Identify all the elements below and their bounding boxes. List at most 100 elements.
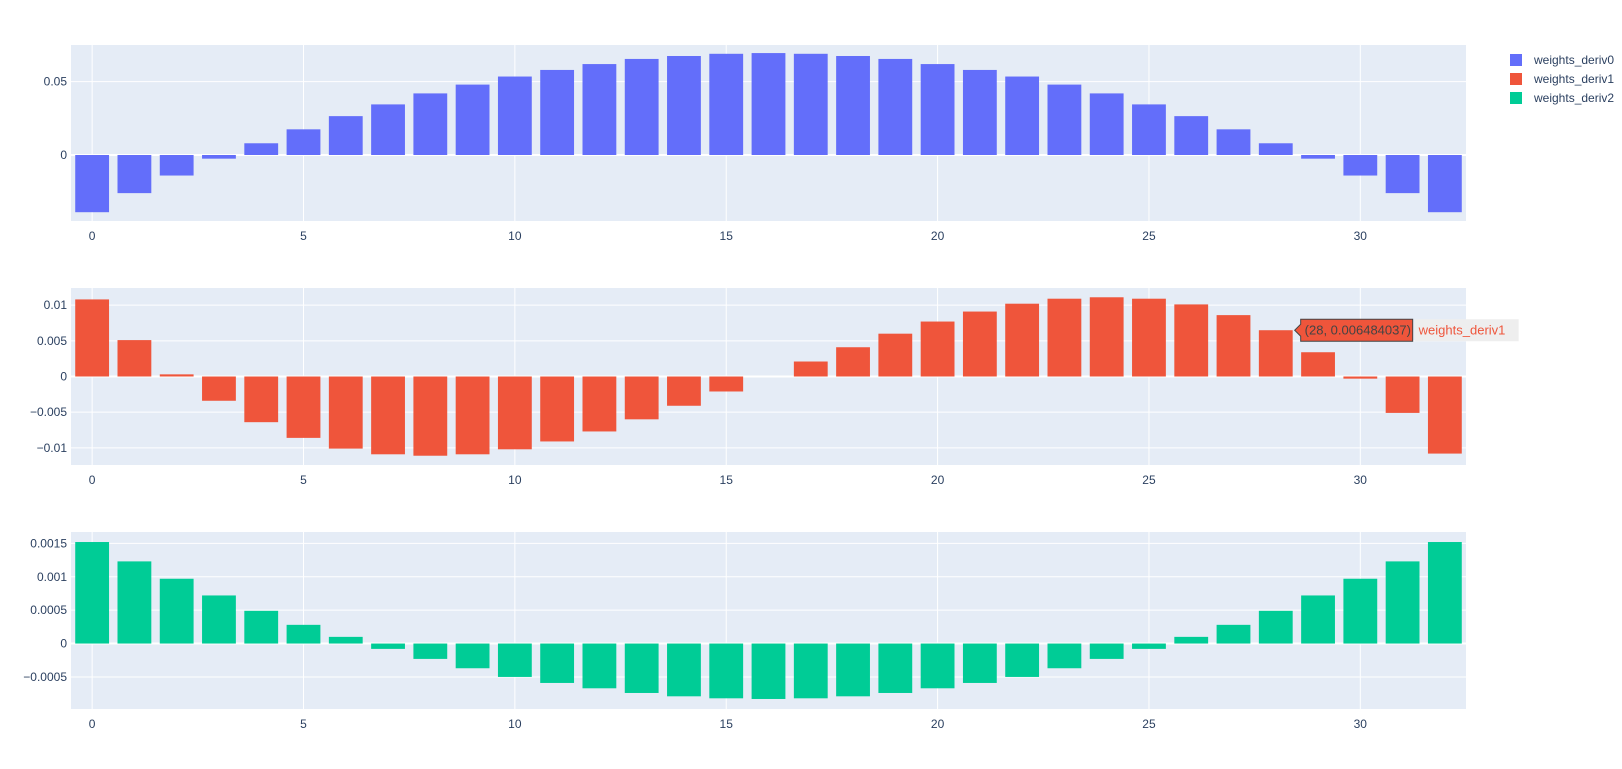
bar-weights_deriv0-8[interactable] [413,93,448,155]
bar-weights_deriv0-30[interactable] [1343,155,1378,176]
bar-weights_deriv1-14[interactable] [667,376,701,406]
legend-item-weights_deriv0[interactable]: weights_deriv0 [1510,53,1614,67]
bar-weights_deriv1-24[interactable] [1089,297,1124,377]
bar-weights_deriv2-32[interactable] [1427,542,1462,644]
bar-weights_deriv0-27[interactable] [1216,129,1251,155]
bar-weights_deriv0-22[interactable] [1005,76,1040,155]
bar-weights_deriv1-9[interactable] [455,376,490,455]
bar-weights_deriv1-21[interactable] [962,311,997,377]
bar-weights_deriv2-6[interactable] [328,636,363,644]
bar-weights_deriv0-1[interactable] [117,155,152,194]
bar-weights_deriv2-5[interactable] [286,624,321,644]
bar-weights_deriv2-7[interactable] [371,643,405,649]
bar-weights_deriv2-9[interactable] [455,643,490,669]
bar-weights_deriv0-24[interactable] [1089,93,1124,155]
bar-weights_deriv0-16[interactable] [751,53,786,155]
bar-weights_deriv0-32[interactable] [1427,155,1462,213]
bar-weights_deriv2-14[interactable] [667,643,701,697]
bar-weights_deriv1-1[interactable] [117,340,152,377]
bar-weights_deriv2-4[interactable] [244,610,279,644]
bar-weights_deriv2-19[interactable] [878,643,913,693]
bar-weights_deriv0-9[interactable] [455,84,490,155]
bar-weights_deriv0-4[interactable] [244,143,279,155]
bar-weights_deriv1-19[interactable] [878,333,913,377]
bar-weights_deriv2-27[interactable] [1216,624,1251,644]
bar-weights_deriv2-8[interactable] [413,643,448,659]
bar-weights_deriv0-6[interactable] [328,116,363,155]
bar-weights_deriv2-0[interactable] [75,542,110,644]
bar-weights_deriv1-7[interactable] [371,376,405,455]
bar-weights_deriv2-25[interactable] [1132,643,1166,649]
bar-weights_deriv0-20[interactable] [920,64,955,155]
bar-weights_deriv0-3[interactable] [202,155,236,159]
bar-weights_deriv1-6[interactable] [328,376,363,449]
bar-weights_deriv2-15[interactable] [709,643,744,699]
bar-weights_deriv1-30[interactable] [1343,376,1378,379]
bar-weights_deriv0-10[interactable] [497,76,532,155]
bar-weights_deriv2-30[interactable] [1343,578,1378,644]
bar-weights_deriv2-17[interactable] [793,643,828,699]
bar-weights_deriv2-13[interactable] [624,643,659,693]
bar-weights_deriv2-28[interactable] [1258,610,1293,644]
bar-weights_deriv0-31[interactable] [1385,155,1420,194]
bar-weights_deriv0-19[interactable] [878,58,913,155]
bar-weights_deriv1-15[interactable] [709,376,744,392]
bar-weights_deriv2-24[interactable] [1089,643,1124,659]
legend-item-weights_deriv2[interactable]: weights_deriv2 [1510,91,1614,105]
bar-weights_deriv0-11[interactable] [540,69,575,155]
bar-weights_deriv0-13[interactable] [624,58,659,155]
bar-weights_deriv2-2[interactable] [159,578,194,644]
bar-weights_deriv0-18[interactable] [836,56,870,155]
bar-weights_deriv2-18[interactable] [836,643,870,697]
bar-weights_deriv1-12[interactable] [582,376,617,432]
bar-weights_deriv0-21[interactable] [962,69,997,155]
bar-weights_deriv1-13[interactable] [624,376,659,420]
bar-weights_deriv1-2[interactable] [159,374,194,377]
bar-weights_deriv0-29[interactable] [1301,155,1335,159]
bar-weights_deriv2-3[interactable] [202,595,236,644]
bar-weights_deriv0-0[interactable] [75,155,110,213]
bar-weights_deriv0-5[interactable] [286,129,321,155]
bar-weights_deriv0-7[interactable] [371,104,405,155]
bar-weights_deriv2-1[interactable] [117,561,152,644]
bar-weights_deriv0-12[interactable] [582,64,617,155]
bar-weights_deriv1-10[interactable] [497,376,532,450]
bar-weights_deriv0-25[interactable] [1132,104,1166,155]
bar-weights_deriv1-5[interactable] [286,376,321,438]
bar-weights_deriv1-20[interactable] [920,321,955,377]
bar-weights_deriv2-31[interactable] [1385,561,1420,644]
bar-weights_deriv1-22[interactable] [1005,303,1040,377]
bar-weights_deriv1-4[interactable] [244,376,279,423]
bar-weights_deriv1-23[interactable] [1047,298,1082,377]
bar-weights_deriv1-11[interactable] [540,376,575,442]
bar-weights_deriv2-26[interactable] [1174,636,1209,644]
bar-weights_deriv2-20[interactable] [920,643,955,689]
bar-weights_deriv1-27[interactable] [1216,315,1251,377]
bar-weights_deriv1-29[interactable] [1301,352,1335,377]
bar-weights_deriv0-14[interactable] [667,56,701,155]
bar-weights_deriv1-0[interactable] [75,299,110,377]
bar-weights_deriv2-10[interactable] [497,643,532,677]
bar-weights_deriv2-11[interactable] [540,643,575,683]
bar-weights_deriv2-22[interactable] [1005,643,1040,677]
bar-weights_deriv0-15[interactable] [709,53,744,155]
bar-weights_deriv2-12[interactable] [582,643,617,689]
bar-weights_deriv1-3[interactable] [202,376,236,401]
bar-weights_deriv1-26[interactable] [1174,304,1209,377]
bar-weights_deriv1-17[interactable] [793,361,828,377]
bar-weights_deriv1-25[interactable] [1132,298,1166,377]
bar-weights_deriv0-28[interactable] [1258,143,1293,155]
bar-weights_deriv1-31[interactable] [1385,376,1420,413]
bar-weights_deriv0-23[interactable] [1047,84,1082,155]
bar-weights_deriv0-2[interactable] [159,155,194,176]
legend-item-weights_deriv1[interactable]: weights_deriv1 [1510,72,1614,86]
bar-weights_deriv0-26[interactable] [1174,116,1209,155]
bar-weights_deriv0-17[interactable] [793,53,828,155]
bar-weights_deriv2-29[interactable] [1301,595,1335,644]
bar-weights_deriv1-28[interactable] [1258,330,1293,377]
bar-weights_deriv2-21[interactable] [962,643,997,683]
bar-weights_deriv2-16[interactable] [751,643,786,699]
bar-weights_deriv1-8[interactable] [413,376,448,456]
bar-weights_deriv1-32[interactable] [1427,376,1462,454]
bar-weights_deriv1-18[interactable] [836,347,870,377]
